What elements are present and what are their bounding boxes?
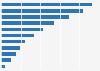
Bar — [1, 40, 26, 43]
Bar — [1, 52, 15, 56]
Bar — [1, 15, 69, 19]
Bar — [1, 58, 11, 62]
Bar — [1, 28, 43, 31]
Bar — [1, 3, 92, 6]
Bar — [1, 46, 20, 49]
Bar — [1, 22, 54, 25]
Bar — [1, 34, 34, 37]
Bar — [1, 65, 5, 68]
Bar — [1, 9, 83, 13]
